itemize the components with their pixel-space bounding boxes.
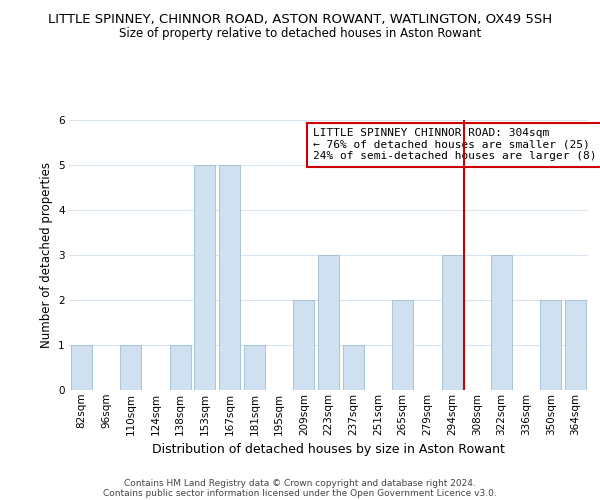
Text: Size of property relative to detached houses in Aston Rowant: Size of property relative to detached ho…: [119, 28, 481, 40]
Text: Contains public sector information licensed under the Open Government Licence v3: Contains public sector information licen…: [103, 488, 497, 498]
Bar: [442, 255, 463, 390]
Bar: [293, 300, 314, 390]
Text: LITTLE SPINNEY CHINNOR ROAD: 304sqm
← 76% of detached houses are smaller (25)
24: LITTLE SPINNEY CHINNOR ROAD: 304sqm ← 76…: [313, 128, 600, 162]
Bar: [219, 165, 240, 390]
Bar: [491, 255, 512, 390]
Bar: [565, 300, 586, 390]
Bar: [392, 300, 413, 390]
Text: LITTLE SPINNEY, CHINNOR ROAD, ASTON ROWANT, WATLINGTON, OX49 5SH: LITTLE SPINNEY, CHINNOR ROAD, ASTON ROWA…: [48, 12, 552, 26]
Bar: [170, 345, 191, 390]
Bar: [194, 165, 215, 390]
Bar: [318, 255, 339, 390]
X-axis label: Distribution of detached houses by size in Aston Rowant: Distribution of detached houses by size …: [152, 443, 505, 456]
Bar: [541, 300, 562, 390]
Bar: [71, 345, 92, 390]
Text: Contains HM Land Registry data © Crown copyright and database right 2024.: Contains HM Land Registry data © Crown c…: [124, 478, 476, 488]
Bar: [120, 345, 141, 390]
Y-axis label: Number of detached properties: Number of detached properties: [40, 162, 53, 348]
Bar: [244, 345, 265, 390]
Bar: [343, 345, 364, 390]
